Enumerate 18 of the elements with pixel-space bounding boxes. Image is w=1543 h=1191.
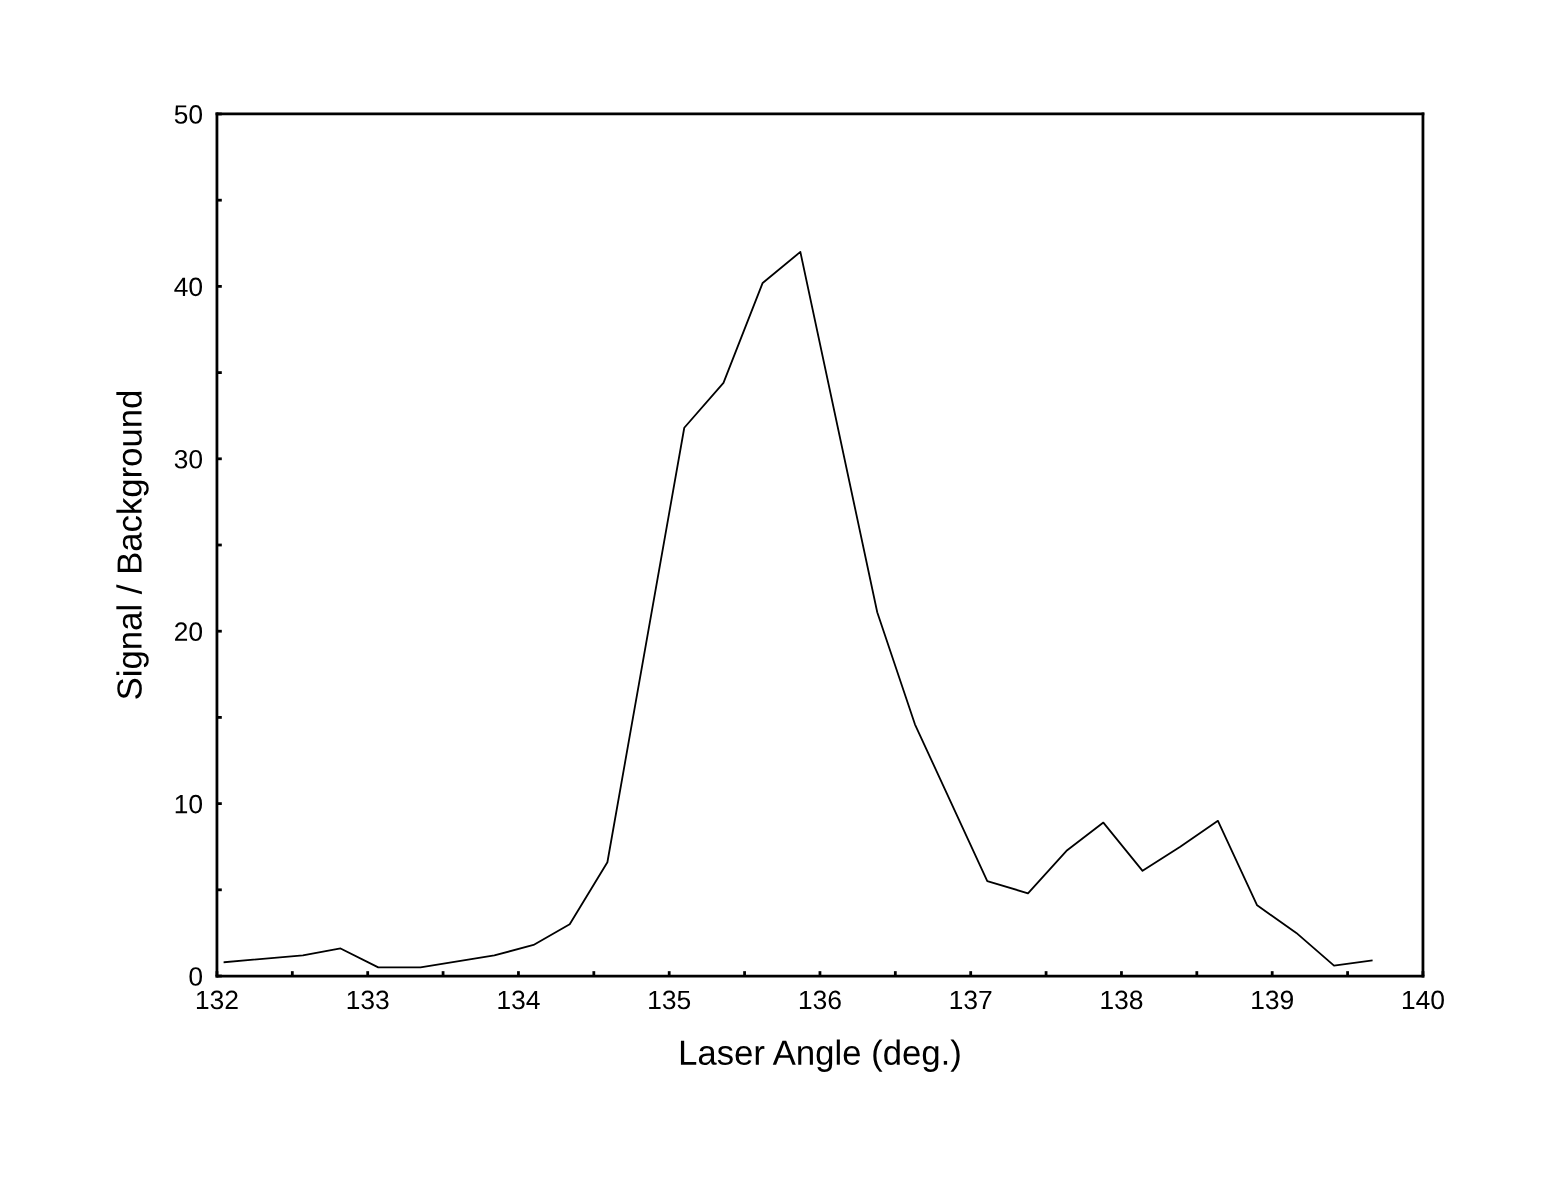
y-tick-label: 20: [175, 622, 203, 642]
y-tick-label: 50: [174, 105, 203, 124]
y-axis-title: Signal / Background: [116, 391, 149, 699]
y-tick-label: 30: [174, 449, 203, 469]
x-axis-title: Laser Angle (deg.): [680, 1039, 960, 1072]
line-series: [223, 251, 1373, 969]
x-tick-label: 132: [196, 990, 238, 1010]
x-tick-label: 139: [1252, 990, 1293, 1010]
y-tick-label: 40: [174, 277, 203, 297]
x-tick-label: 138: [1101, 990, 1143, 1010]
x-tick-label: 136: [799, 990, 841, 1010]
x-tick-label: 133: [347, 990, 389, 1010]
x-tick-label: 135: [649, 990, 691, 1010]
x-tick-label: 134: [498, 990, 540, 1010]
y-tick-label: 10: [175, 794, 203, 814]
x-tick-label: 140: [1402, 990, 1444, 1010]
x-tick-label: 137: [950, 990, 992, 1010]
y-tick-label: 0: [189, 967, 203, 986]
